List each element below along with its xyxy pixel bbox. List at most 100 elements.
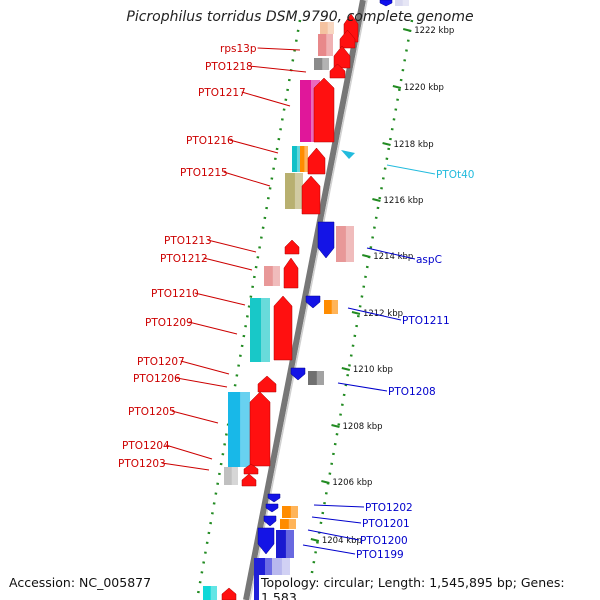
gene-block-pto1215 <box>285 173 303 209</box>
kbp-tick-label: 1216 kbp <box>383 196 423 206</box>
gene-arrow-2 <box>339 29 356 49</box>
gene-block-pto1212-body <box>264 266 280 286</box>
gene-arrow-pto1207 <box>257 375 277 393</box>
kbp-tick <box>392 85 402 89</box>
gene-block-pto1205 <box>228 392 250 467</box>
gene-label-right: PTO1208 <box>388 386 436 398</box>
gene-block-rps13p-top-body <box>320 22 334 34</box>
gene-arrow-pto1202a <box>267 493 281 503</box>
gene-label-left: PTO1215 <box>180 167 228 179</box>
genome-title: Picrophilus torridus DSM 9790, complete … <box>126 9 474 25</box>
gene-leader-line <box>337 382 388 392</box>
gene-block-rps13p <box>318 34 333 56</box>
gene-block-pto1208-shade <box>316 371 324 385</box>
gene-block-pto1200-shade <box>285 530 294 558</box>
gene-block-aspc <box>336 226 354 262</box>
accession-label: Accession: NC_005877 <box>7 575 154 590</box>
gene-label-right: PTO1201 <box>362 518 410 530</box>
gene-block-pto1216a-shade <box>296 146 301 172</box>
gene-block-pto1202 <box>282 506 298 518</box>
kbp-tick <box>310 538 320 542</box>
gene-block-pto1203-shade <box>231 467 238 485</box>
gene-label-left: PTO1213 <box>164 235 212 247</box>
gene-leader-line <box>248 65 307 73</box>
gene-block-pto1211-shade <box>331 300 338 314</box>
gene-leader-line <box>257 47 301 51</box>
kbp-tick <box>321 480 330 484</box>
kbp-tick <box>341 367 351 371</box>
genome-backbone <box>243 0 366 600</box>
gene-arrow-pto1217 <box>313 77 335 143</box>
gene-block-pto1202-shade <box>290 506 298 518</box>
gene-leader-line <box>313 504 365 508</box>
gene-block-pto1203-body <box>224 467 238 485</box>
gene-label-left: PTO1207 <box>137 356 185 368</box>
gene-block-pto1218-body <box>314 58 329 70</box>
gene-block-pto1201-shade <box>288 519 296 529</box>
kbp-tick-label: 1220 kbp <box>404 83 444 93</box>
gene-label-right: PTO1211 <box>402 315 450 327</box>
gene-arrow-pto1201 <box>263 515 277 527</box>
kbp-tick-label: 1204 kbp <box>322 536 362 546</box>
gene-block-rps13p-top-shade <box>327 22 334 34</box>
gene-block-pto1209-body <box>250 298 270 362</box>
gene-arrow-pto1213 <box>284 239 300 255</box>
gene-block-pto1209 <box>250 298 270 362</box>
gene-leader-line <box>229 139 279 154</box>
kbp-tick-label: 1218 kbp <box>394 140 434 150</box>
gene-block-pto1200 <box>276 530 294 558</box>
gene-label-right: PTO1200 <box>360 535 408 547</box>
gene-arrow-pto1209 <box>273 295 293 361</box>
gene-block-pto1203 <box>224 467 238 485</box>
gene-block-pto1201 <box>280 519 296 529</box>
gene-block-pto1209-shade <box>261 298 270 362</box>
gene-label-left: rps13p <box>220 43 257 55</box>
gene-leader-line <box>347 307 402 321</box>
gene-label-left: PTO1210 <box>151 288 199 300</box>
gene-arrow-top-right <box>379 0 393 7</box>
gene-block-top-right-body <box>395 0 409 6</box>
gene-block-pto1202-body <box>282 506 298 518</box>
gene-block-rps13p-shade <box>326 34 333 56</box>
gene-block-pto1211-body <box>324 300 338 314</box>
gene-leader-line <box>386 164 436 175</box>
kbp-tick <box>331 424 340 428</box>
gene-block-rps13p-top <box>320 22 334 34</box>
gene-leader-line <box>223 171 271 187</box>
gene-block-pto1216a-body <box>292 146 301 172</box>
gene-arrow-pto1200 <box>257 527 275 555</box>
gene-leader-line <box>207 239 257 253</box>
gene-label-left: PTO1203 <box>118 458 166 470</box>
gene-leader-line <box>311 516 362 524</box>
gene-arrow-bottom <box>221 587 237 600</box>
gene-label-left: PTO1217 <box>198 87 246 99</box>
gene-label-left: PTO1216 <box>186 135 234 147</box>
gene-block-aspc-body <box>336 226 354 262</box>
gene-block-pto1218 <box>314 58 329 70</box>
gene-arrow-3 <box>333 45 351 69</box>
gene-label-right: PTO1199 <box>356 549 404 561</box>
kbp-tick-label: 1206 kbp <box>332 478 372 488</box>
kbp-tick-label: 1214 kbp <box>373 252 413 262</box>
gene-block-pto1211 <box>324 300 338 314</box>
gene-block-pto1201-body <box>280 519 296 529</box>
gene-arrow-pto1203 <box>241 473 257 487</box>
gene-block-pto1212-shade <box>272 266 280 286</box>
gene-leader-line <box>307 529 360 541</box>
kbp-tick <box>382 142 391 146</box>
gene-leader-line <box>241 91 291 107</box>
gene-arrow-pto1211 <box>305 295 321 309</box>
gene-arrow-pto1208 <box>290 367 306 381</box>
gene-block-pto1216a <box>292 146 301 172</box>
gene-arrow-4 <box>329 63 346 79</box>
gene-leader-line <box>302 544 356 555</box>
gene-block-pto1215-shade <box>294 173 303 209</box>
gene-leader-line <box>161 462 210 471</box>
kbp-tick <box>351 311 361 315</box>
kbp-tick-label: 1212 kbp <box>363 309 403 319</box>
gene-block-pto1216b <box>300 146 308 172</box>
gene-leader-line <box>180 360 230 375</box>
topology-label: Topology: circular; Length: 1,545,895 bp… <box>259 575 600 600</box>
gene-block-bottom-shade <box>210 586 217 600</box>
